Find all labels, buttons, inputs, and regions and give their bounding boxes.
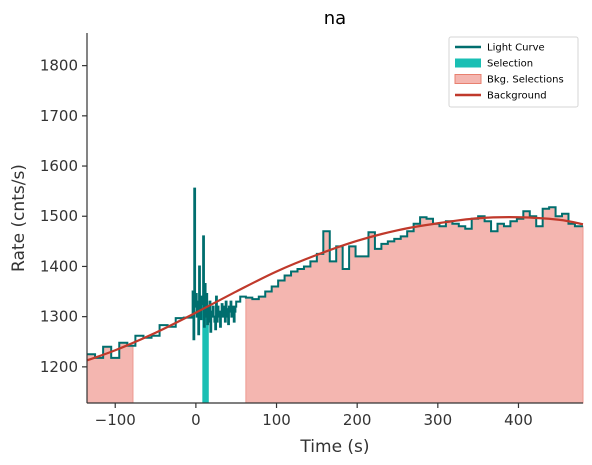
x-tick-label: 200: [343, 411, 372, 429]
x-tick-label: −100: [95, 411, 136, 429]
y-ticks: 1200 1300 1400 1500 1600 1700 1800: [40, 57, 87, 376]
legend-label: Background: [487, 91, 547, 102]
y-axis-label: Rate (cnts/s): [9, 164, 29, 272]
y-tick-label: 1700: [40, 107, 78, 125]
legend-label: Selection: [487, 59, 533, 70]
legend: Light Curve Selection Bkg. Selections Backg…: [448, 36, 579, 108]
x-tick-label: 100: [262, 411, 291, 429]
y-tick-label: 1800: [40, 57, 78, 75]
legend-label: Bkg. Selections: [487, 75, 564, 86]
x-tick-label: 0: [191, 411, 201, 429]
y-tick-label: 1200: [40, 358, 78, 376]
plot-area: [86, 187, 584, 404]
y-tick-label: 1300: [40, 308, 78, 326]
legend-swatch: [454, 74, 482, 84]
legend-swatch: [455, 58, 481, 68]
x-tick-label: 400: [504, 411, 533, 429]
x-ticks: −100 0 100 200 300 400: [95, 403, 533, 429]
y-tick-label: 1600: [40, 157, 78, 175]
y-tick-label: 1500: [40, 207, 78, 225]
chart-title: na: [324, 8, 346, 29]
legend-box: [448, 36, 579, 108]
x-tick-label: 300: [424, 411, 453, 429]
background-model-line: [86, 216, 584, 362]
x-axis-label: Time (s): [299, 437, 369, 457]
legend-label: Light Curve: [487, 43, 545, 54]
y-tick-label: 1400: [40, 257, 78, 275]
